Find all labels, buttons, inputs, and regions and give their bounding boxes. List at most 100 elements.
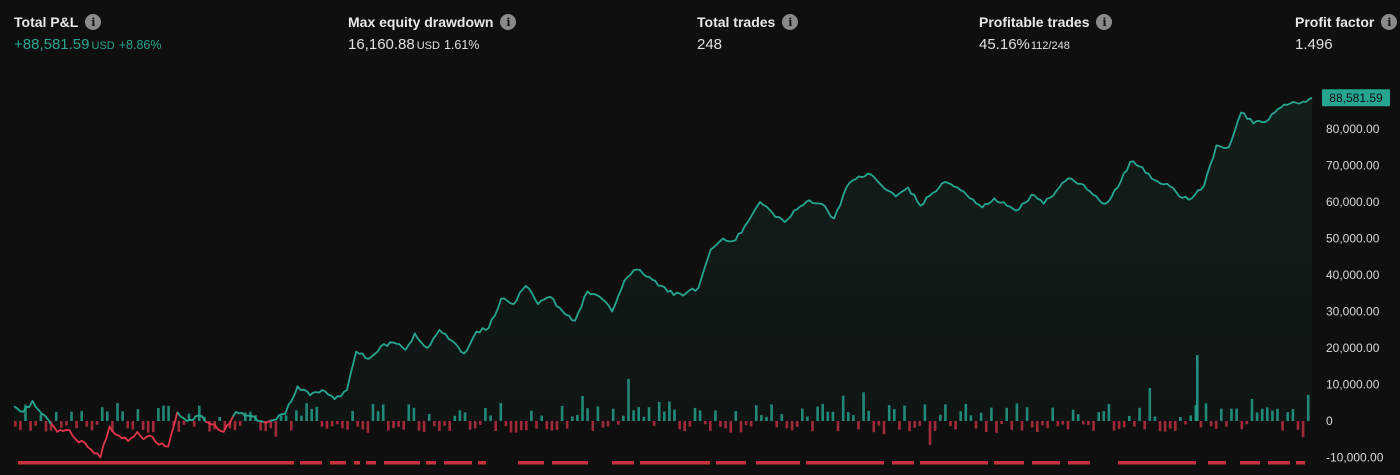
losing-trade-bar bbox=[1163, 421, 1167, 432]
winning-trade-bar bbox=[80, 410, 83, 421]
equity-line-negative bbox=[263, 419, 271, 424]
losing-trade-bar bbox=[335, 421, 339, 425]
drawdown-segment bbox=[756, 461, 800, 465]
equity-line-positive bbox=[13, 400, 52, 425]
losing-trade-bar bbox=[433, 421, 436, 427]
total-trades-label: Total trades bbox=[697, 14, 776, 30]
losing-trade-bar bbox=[790, 421, 794, 431]
losing-trade-bar bbox=[836, 421, 840, 432]
losing-trade-bar bbox=[448, 421, 451, 431]
profit-factor-value-row: 1.496 bbox=[1295, 36, 1397, 53]
losing-trade-bar bbox=[223, 421, 227, 430]
losing-trade-bar bbox=[131, 421, 135, 430]
profitable-trades-label: Profitable trades bbox=[979, 14, 1090, 30]
losing-trade-bar bbox=[269, 421, 273, 429]
losing-trade-bar bbox=[1301, 421, 1305, 438]
total-pnl-value-row: +88,581.59 USD +8.86% bbox=[14, 36, 161, 53]
losing-trade-bar bbox=[494, 421, 497, 431]
losing-trade-bar bbox=[913, 421, 916, 428]
total-pnl-value: +88,581.59 bbox=[14, 36, 90, 53]
losing-trade-bar bbox=[514, 421, 518, 433]
losing-trade-bar bbox=[1087, 421, 1090, 425]
winning-trade-bar bbox=[167, 405, 170, 421]
losing-trade-bar bbox=[443, 421, 446, 426]
winning-trade-bar bbox=[162, 405, 165, 421]
info-icon[interactable]: i bbox=[1381, 14, 1398, 30]
losing-trade-bar bbox=[811, 421, 814, 432]
total-trades-value: 248 bbox=[697, 36, 723, 53]
total-trades-stat: Total trades i 248 bbox=[697, 14, 799, 53]
losing-trade-bar bbox=[908, 421, 911, 432]
losing-trade-bar bbox=[274, 421, 278, 437]
info-icon[interactable]: i bbox=[782, 14, 799, 30]
drawdown-segment bbox=[330, 461, 346, 465]
losing-trade-bar bbox=[1184, 421, 1187, 425]
info-icon[interactable]: i bbox=[85, 14, 102, 30]
equity-line-positive bbox=[176, 411, 206, 422]
losing-trade-bar bbox=[192, 421, 196, 427]
losing-trade-bar bbox=[775, 421, 778, 428]
info-icon[interactable]: i bbox=[500, 14, 517, 30]
losing-trade-bar bbox=[744, 421, 748, 426]
winning-trade-bar bbox=[116, 403, 119, 421]
losing-trade-bar bbox=[417, 421, 421, 431]
losing-trade-bar bbox=[34, 421, 37, 426]
losing-trade-bar bbox=[111, 421, 114, 432]
losing-trade-bar bbox=[1133, 421, 1136, 427]
strategy-summary: Total P&L i +88,581.59 USD +8.86% Max equi… bbox=[0, 0, 1400, 70]
losing-trade-bar bbox=[468, 421, 472, 430]
max-drawdown-value-row: 16,160.88 USD 1.61% bbox=[348, 36, 516, 53]
losing-trade-bar bbox=[795, 421, 799, 427]
losing-trade-bar bbox=[535, 421, 538, 429]
total-trades-label-row: Total trades i bbox=[697, 14, 799, 30]
total-trades-value-row: 248 bbox=[697, 36, 798, 53]
winning-trade-bar bbox=[157, 408, 160, 421]
losing-trade-bar bbox=[954, 421, 957, 430]
losing-trade-bar bbox=[341, 421, 344, 429]
profitable-trades-ratio: 112/248 bbox=[1030, 40, 1070, 52]
drawdown-segment bbox=[1208, 461, 1226, 465]
drawdown-segment bbox=[1268, 461, 1290, 465]
winning-trade-bar bbox=[100, 407, 104, 421]
winning-trade-bar bbox=[70, 411, 73, 421]
equity-area-fill bbox=[14, 97, 1312, 421]
equity-chart[interactable]: 80,000.00 70,000.00 60,000.00 50,000.00 40,0… bbox=[0, 70, 1400, 475]
drawdown-segment bbox=[1118, 461, 1196, 465]
equity-line-negative bbox=[50, 411, 179, 459]
profit-factor-stat: Profit factor i 1.496 bbox=[1295, 14, 1398, 53]
losing-trade-bar bbox=[1010, 421, 1014, 430]
drawdown-segment bbox=[354, 461, 360, 465]
info-icon[interactable]: i bbox=[1096, 14, 1113, 30]
total-pnl-label: Total P&L bbox=[14, 14, 79, 30]
losing-trade-bar bbox=[259, 421, 262, 431]
drawdown-segment bbox=[518, 461, 544, 465]
max-drawdown-unit: USD bbox=[416, 40, 440, 52]
drawdown-segment bbox=[384, 461, 420, 465]
losing-trade-bar bbox=[1122, 421, 1126, 428]
losing-trade-bar bbox=[49, 421, 53, 431]
losing-trade-bar bbox=[85, 421, 89, 427]
drawdown-segment bbox=[426, 461, 436, 465]
max-drawdown-percent: 1.61% bbox=[443, 38, 480, 52]
losing-trade-bar bbox=[617, 421, 620, 425]
losing-trade-bar bbox=[146, 421, 150, 433]
losing-trade-bar bbox=[565, 421, 569, 429]
winning-trade-bar bbox=[54, 411, 58, 421]
losing-trade-bar bbox=[785, 421, 789, 429]
last-value-badge bbox=[1322, 89, 1390, 107]
drawdown-segment bbox=[366, 461, 376, 465]
losing-trade-bar bbox=[928, 421, 932, 445]
profitable-trades-label-row: Profitable trades i bbox=[979, 14, 1113, 30]
equity-line bbox=[13, 96, 1313, 459]
profit-factor-value: 1.496 bbox=[1295, 36, 1333, 53]
losing-trade-bar bbox=[238, 421, 242, 426]
losing-trade-bar bbox=[29, 421, 32, 431]
losing-trade-bar bbox=[519, 421, 523, 431]
losing-trade-bar bbox=[330, 421, 334, 427]
losing-trade-bar bbox=[688, 421, 692, 427]
losing-trade-bar bbox=[724, 421, 727, 429]
losing-trade-bar bbox=[1240, 421, 1244, 430]
profit-factor-label: Profit factor bbox=[1295, 14, 1375, 30]
losing-trade-bar bbox=[1168, 421, 1172, 429]
losing-trade-bar bbox=[882, 421, 886, 435]
